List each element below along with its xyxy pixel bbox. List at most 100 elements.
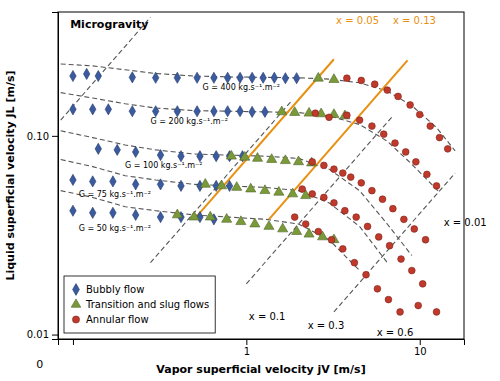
point	[363, 271, 370, 278]
point	[293, 156, 303, 165]
point	[369, 187, 376, 194]
point	[70, 104, 76, 115]
line	[334, 173, 455, 312]
line	[194, 59, 334, 219]
point	[157, 212, 163, 223]
point	[402, 149, 409, 156]
point	[331, 166, 338, 173]
point	[389, 205, 396, 212]
point	[419, 280, 426, 287]
point	[95, 143, 101, 154]
point	[326, 114, 333, 121]
axis-line	[59, 340, 465, 346]
point	[339, 170, 346, 177]
point	[292, 226, 302, 235]
chart: 1100.010.100Microgravityx = 0.01x = 0.1x…	[0, 0, 500, 381]
point	[114, 144, 120, 155]
legend-symbol	[71, 299, 81, 307]
legend-label: Annular flow	[86, 314, 149, 325]
line	[246, 116, 393, 284]
line	[61, 17, 151, 120]
tick-mark	[52, 335, 58, 336]
point	[358, 77, 365, 84]
tick-mark	[52, 136, 58, 137]
point	[250, 218, 260, 227]
tick-mark	[420, 339, 421, 345]
point	[356, 117, 363, 124]
point	[129, 72, 135, 83]
legend-item: Transition and slug flows	[71, 299, 209, 310]
point	[347, 174, 354, 181]
annotation: G = 75 kg.s⁻¹.m⁻²	[79, 190, 151, 199]
y-axis-title: Liquid superficial velocity JL [m/s]	[4, 70, 17, 280]
point	[422, 236, 429, 243]
point	[200, 179, 210, 188]
point	[353, 214, 360, 221]
line	[269, 60, 408, 219]
point	[194, 106, 200, 117]
point	[384, 87, 391, 94]
point	[260, 185, 270, 194]
point	[237, 72, 243, 83]
point	[386, 242, 393, 249]
point	[290, 107, 300, 116]
point	[152, 72, 158, 83]
point	[328, 236, 335, 243]
point	[157, 150, 163, 161]
tick: 0.10	[27, 131, 58, 142]
point	[374, 285, 381, 292]
point	[369, 123, 376, 130]
point	[380, 131, 387, 138]
plot-frame	[58, 12, 464, 339]
point	[236, 216, 246, 225]
point	[213, 151, 219, 162]
tick-mark	[73, 339, 74, 345]
plot: 1100.010.100Microgravityx = 0.01x = 0.1x…	[4, 12, 487, 376]
point	[282, 73, 288, 84]
point	[395, 93, 402, 100]
point-group	[70, 68, 300, 225]
point	[288, 188, 298, 197]
tick	[73, 339, 74, 345]
point	[271, 72, 277, 83]
legend-symbol	[73, 284, 80, 296]
point	[313, 72, 323, 81]
point-group	[291, 75, 451, 315]
point	[309, 158, 316, 165]
annotation: G = 400 kg.s⁻¹.m⁻²	[203, 83, 280, 92]
annotation: 0	[36, 358, 43, 371]
point	[211, 72, 217, 83]
point	[331, 199, 338, 206]
point	[224, 72, 230, 83]
line	[61, 93, 440, 193]
point	[411, 226, 418, 233]
point	[262, 106, 268, 117]
legend: Bubbly flow Transition and slug flows Annu…	[64, 276, 215, 333]
x-axis-title: Vapor superficial velocity jV [m/s]	[156, 363, 365, 376]
point	[341, 207, 348, 214]
point	[397, 309, 404, 316]
point	[211, 106, 217, 117]
point	[320, 194, 327, 201]
point	[315, 228, 322, 235]
annotation: x = 0.01	[444, 217, 487, 228]
line	[61, 191, 360, 271]
point	[307, 157, 317, 166]
point	[110, 207, 116, 218]
point	[436, 134, 443, 141]
point	[424, 171, 431, 178]
point	[274, 186, 284, 195]
point	[412, 158, 419, 165]
legend-label: Transition and slug flows	[85, 299, 209, 310]
point	[249, 106, 255, 117]
point	[371, 81, 378, 88]
point	[110, 176, 116, 187]
point	[70, 205, 76, 216]
point	[340, 110, 350, 119]
point	[132, 146, 138, 157]
point	[339, 245, 346, 252]
point	[267, 154, 277, 163]
point	[415, 302, 422, 309]
point	[320, 162, 327, 169]
legend-label: Bubbly flow	[86, 284, 144, 295]
